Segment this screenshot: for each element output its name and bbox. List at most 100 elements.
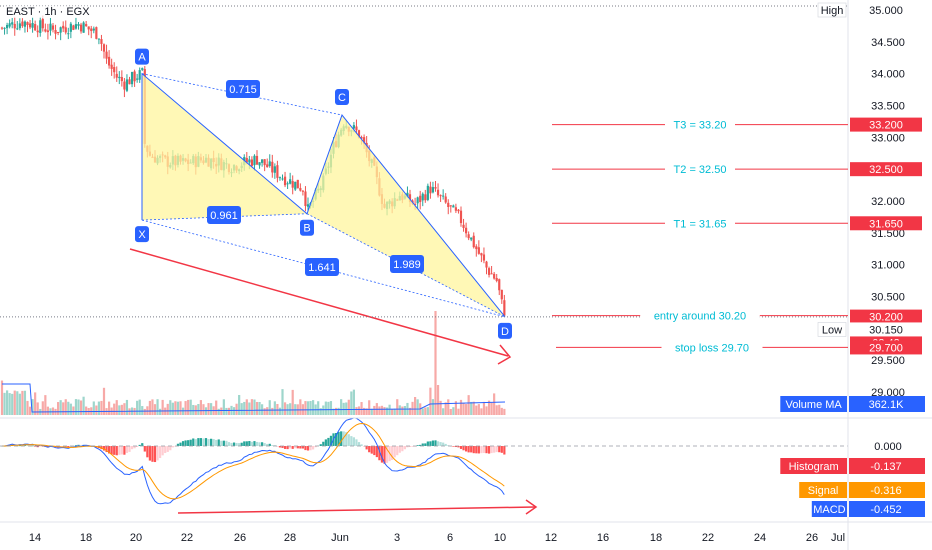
histogram-bar (23, 445, 27, 446)
histogram-bar (222, 440, 225, 446)
volume-bar (470, 401, 473, 415)
candle-body (454, 207, 457, 211)
pattern-ratio-label: 1.641 (308, 262, 336, 274)
candle-body (64, 27, 67, 33)
volume-bar (151, 399, 154, 415)
histogram-bar (347, 434, 350, 446)
price-axis-label-bg (850, 216, 922, 231)
volume-bar (6, 390, 9, 415)
pattern-ratio-box (390, 255, 424, 273)
histogram-bar (357, 442, 361, 446)
histogram-bar (146, 446, 149, 458)
volume-bar (416, 399, 419, 415)
candle-body (500, 289, 503, 300)
candle-body (44, 29, 47, 32)
candle-body (276, 165, 279, 178)
histogram-bar (482, 446, 486, 453)
volume-bar (283, 402, 287, 415)
time-tick-label: 26 (806, 532, 818, 544)
volume-bar (403, 406, 406, 415)
histogram-bar (429, 441, 432, 446)
pattern-point-c-label: C (338, 92, 346, 104)
histogram-bar (266, 443, 269, 446)
time-tick-label: 28 (284, 532, 296, 544)
price-axis-label: 29.700 (869, 342, 903, 354)
volume-bar (391, 408, 394, 415)
histogram-bar (133, 446, 136, 449)
volume-bar (477, 404, 480, 415)
volume-bar (227, 407, 231, 415)
candle-body (123, 81, 126, 90)
pattern-point-a-label: A (138, 52, 146, 64)
histogram-bar (436, 441, 440, 446)
volume-bar (11, 393, 14, 415)
level-label-bg (640, 308, 760, 323)
candle-body (360, 137, 363, 139)
level-label: entry around 30.20 (654, 311, 746, 323)
price-tick-label: 34.500 (871, 37, 905, 49)
volume-bar (370, 408, 373, 415)
price-axis-label: 35.000 (869, 5, 903, 17)
candle-body (62, 25, 65, 29)
volume-bar (138, 399, 141, 415)
histogram-bar (314, 446, 317, 448)
histogram-bar (273, 445, 276, 446)
candle-body (266, 164, 269, 168)
volume-bar (276, 404, 279, 415)
volume-bar (444, 402, 447, 415)
histogram-bar (334, 433, 338, 446)
histogram-bar (503, 446, 506, 455)
time-tick-label: Jul (831, 532, 845, 544)
volume-bar (16, 391, 19, 415)
candle-body (429, 186, 432, 194)
volume-bar (363, 407, 366, 415)
histogram-bar (385, 446, 389, 463)
price-flag-label: Low (822, 324, 842, 336)
histogram-bar (230, 442, 233, 446)
histogram-bar (245, 441, 248, 446)
histogram-bar (115, 446, 118, 456)
volume-bar (248, 402, 251, 415)
time-tick-label: 24 (754, 532, 766, 544)
histogram-bar (197, 438, 200, 446)
histogram-bar (350, 436, 353, 446)
histogram-bar (176, 443, 180, 446)
pattern-ratio-label: 1.989 (393, 259, 421, 271)
histogram-bar (199, 438, 202, 446)
volume-bar (100, 400, 103, 415)
volume-bar (271, 407, 274, 415)
level-label-bg (665, 162, 735, 177)
volume-bar (36, 402, 39, 415)
candle-body (39, 20, 42, 33)
candle-body (16, 28, 19, 30)
histogram-bar (352, 437, 355, 446)
volume-bar (299, 399, 302, 415)
histogram-bar (281, 446, 284, 448)
volume-bar (34, 392, 37, 415)
histogram-bar (444, 443, 447, 446)
level-label: T3 = 33.20 (674, 120, 727, 132)
candle-body (133, 71, 136, 82)
candle-body (442, 195, 445, 197)
volume-bar (67, 401, 70, 415)
volume-bar (79, 400, 83, 415)
volume-bar (69, 403, 72, 415)
candle-body (291, 181, 294, 188)
histogram-bar (309, 446, 312, 451)
candle-body (95, 27, 98, 39)
histogram-bar (296, 446, 299, 449)
histogram-bar (161, 446, 164, 456)
histogram-bar (457, 446, 460, 448)
histogram-bar (263, 443, 266, 446)
volume-bar (340, 399, 343, 415)
volume-bar (495, 405, 498, 415)
histogram-bar (401, 446, 404, 452)
level-label: T1 = 31.65 (674, 218, 727, 230)
indicator-name: Signal (808, 485, 839, 497)
volume-bar (258, 402, 261, 415)
histogram-bar (452, 446, 455, 447)
volume-bar (148, 400, 151, 415)
histogram-bar (118, 446, 121, 455)
candle-body (424, 194, 427, 201)
